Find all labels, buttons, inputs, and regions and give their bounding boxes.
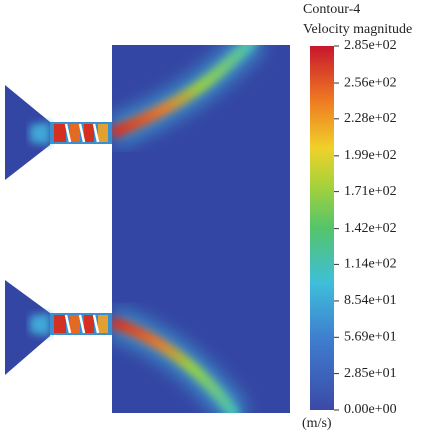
tick-label: 1.14e+02 (344, 257, 397, 272)
tick-label: 1.42e+02 (344, 221, 397, 236)
unit-label: (m/s) (302, 416, 332, 431)
tick-label: 5.69e+01 (344, 330, 397, 345)
tick-label: 2.85e+01 (344, 366, 397, 381)
upper-nozzle (5, 85, 112, 180)
tick-label: 8.54e+01 (344, 293, 397, 308)
tick-label: 1.99e+02 (344, 148, 397, 163)
title: Contour-4 (303, 2, 360, 17)
tick-label: 2.85e+02 (344, 38, 397, 53)
tick-label: 0.00e+00 (344, 402, 397, 417)
tick-label: 1.71e+02 (344, 184, 397, 199)
subtitle: Velocity magnitude (303, 22, 412, 37)
tick-label: 2.56e+02 (344, 75, 397, 90)
jets (112, 45, 266, 413)
tick-label: 2.28e+02 (344, 111, 397, 126)
colorbar (310, 46, 334, 410)
lower-nozzle (5, 280, 112, 375)
